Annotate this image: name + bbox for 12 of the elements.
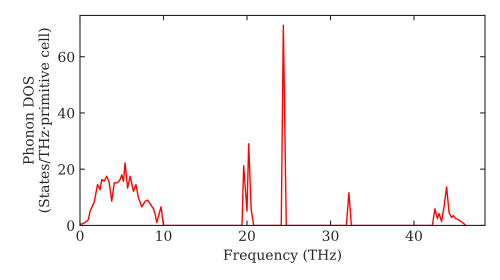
x-tick-label: 30 — [322, 230, 338, 242]
x-tick-label: 20 — [239, 230, 255, 242]
x-tick-label: 40 — [406, 230, 422, 242]
x-axis-title: Frequency (THz) — [224, 249, 341, 263]
line-series — [80, 24, 466, 226]
y-tick-label: 0 — [67, 220, 74, 231]
x-tick-label: 10 — [156, 230, 172, 242]
y-tick-label: 60 — [58, 52, 74, 62]
y-axis-title: Phonon DOS (States/THz·primitive cell) — [22, 28, 52, 212]
y-tick-label: 40 — [58, 108, 74, 118]
y-tick-label: 20 — [58, 164, 74, 175]
x-tick-label: 0 — [76, 230, 84, 242]
